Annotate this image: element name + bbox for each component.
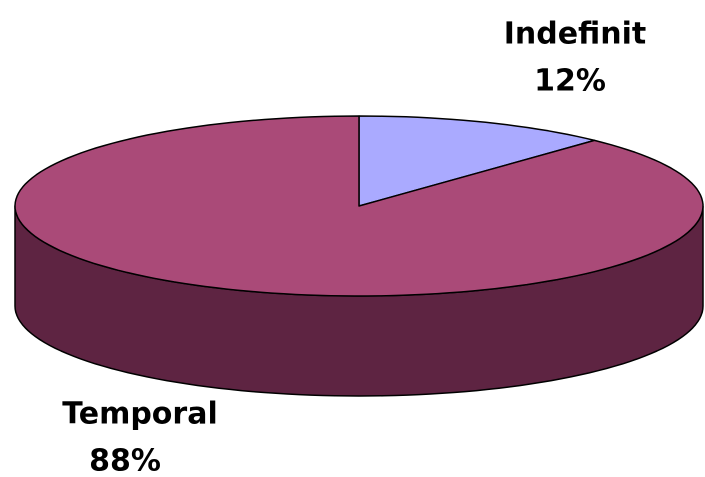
slice-value-label: 12% — [534, 64, 606, 99]
slice-label: Temporal — [62, 397, 218, 432]
slice-value-label: 88% — [89, 444, 161, 477]
pie-slice — [358, 115, 596, 207]
pie-slice — [14, 115, 704, 297]
slice-label: Indefinit — [504, 17, 647, 52]
